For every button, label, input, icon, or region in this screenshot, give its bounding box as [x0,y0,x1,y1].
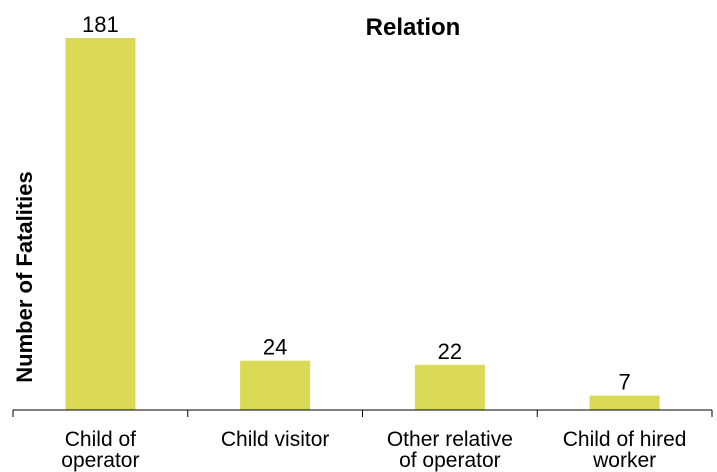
bar-value-label: 7 [619,370,631,395]
bar-value-label: 22 [438,339,462,364]
chart-title: Relation [366,14,461,41]
bar [589,395,660,410]
category-label: Child of hired worker [563,428,687,472]
x-axis [12,409,713,417]
bar-value-label: 24 [263,335,287,360]
bar [414,364,485,410]
category-label: Other relative of operator [387,428,513,472]
y-axis-label: Number of Fatalities [12,171,37,382]
bar [240,360,311,410]
category-label: Child of operator [61,428,139,472]
category-label: Child visitor [221,428,330,451]
bars-layer [65,38,660,410]
labels-layer: 181 Child of operator 24 Child visitor 22 Othe… [61,12,686,472]
bar-value-label: 181 [82,12,119,37]
bar [65,38,136,410]
